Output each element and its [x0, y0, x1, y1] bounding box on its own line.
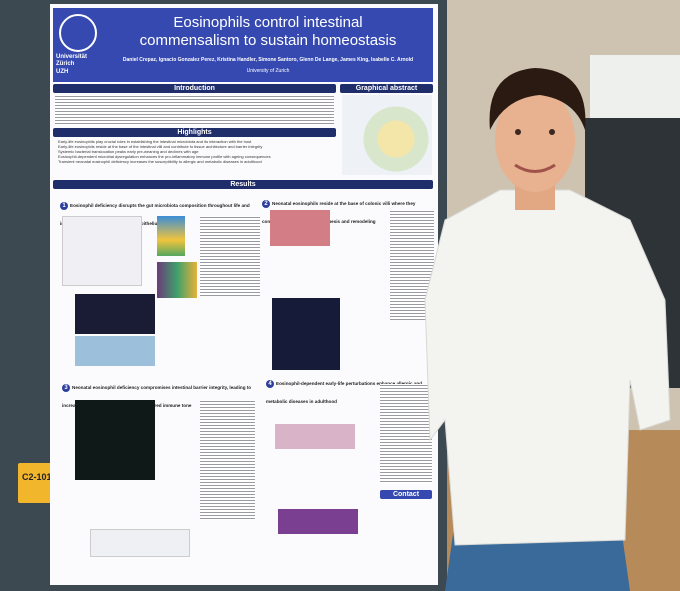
result-title: Eosinophil-dependent early-life perturba… [266, 381, 423, 404]
figure [272, 298, 340, 370]
figure [275, 424, 355, 449]
text-block [200, 216, 260, 296]
hair [489, 68, 586, 130]
figure [157, 216, 185, 256]
eye [515, 129, 521, 135]
figure [62, 216, 142, 286]
poster-header: Universität Zürich UZH Eosinophils contr… [53, 8, 433, 82]
result-heading: 4 Eosinophil-dependent early-life perturb… [266, 372, 426, 408]
figure [75, 400, 155, 480]
poster-title: Eosinophils control intestinal commensal… [139, 14, 397, 49]
figure [270, 210, 330, 246]
smile [514, 163, 556, 173]
highlight-item: Systemic bacterial translocation peaks e… [58, 149, 199, 154]
result-number: 3 [62, 384, 70, 392]
highlight-item: Eosinophil-dependent microbial dysregula… [58, 154, 271, 159]
shirt [424, 189, 671, 546]
figure [75, 336, 155, 366]
section-heading: Introduction [53, 84, 336, 93]
poster: Universität Zürich UZH Eosinophils contr… [50, 4, 438, 585]
section-heading: Graphical abstract [340, 84, 433, 93]
figure [278, 509, 358, 534]
highlight-item: Early-life eosinophils play crucial role… [58, 139, 252, 144]
logo-abbr: UZH [56, 69, 69, 75]
highlight-item: Transient neonatal eosinophil deficiency… [58, 159, 262, 164]
figure [157, 262, 197, 298]
figure [75, 294, 155, 334]
intro-text [55, 95, 334, 125]
logo-name: Universität Zürich [56, 54, 88, 67]
graphical-abstract [342, 95, 432, 175]
result-number: 1 [60, 202, 68, 210]
section-heading: Contact [380, 490, 432, 499]
logo-seal [59, 14, 97, 52]
text-block [380, 384, 432, 484]
poster-affiliation: University of Zurich [246, 68, 290, 74]
text-block [200, 400, 255, 520]
eye [549, 129, 555, 135]
highlight-item: Early-life eosinophils reside at the bas… [58, 144, 263, 149]
highlights-list: Early-life eosinophils play crucial role… [58, 139, 336, 164]
poster-authors: Daniel Crepaz, Ignacio Gonzalez Perez, K… [122, 57, 414, 63]
result-number: 4 [266, 380, 274, 388]
figure [90, 529, 190, 557]
section-heading: Results [53, 180, 433, 189]
result-number: 2 [262, 200, 270, 208]
section-heading: Highlights [53, 128, 336, 137]
